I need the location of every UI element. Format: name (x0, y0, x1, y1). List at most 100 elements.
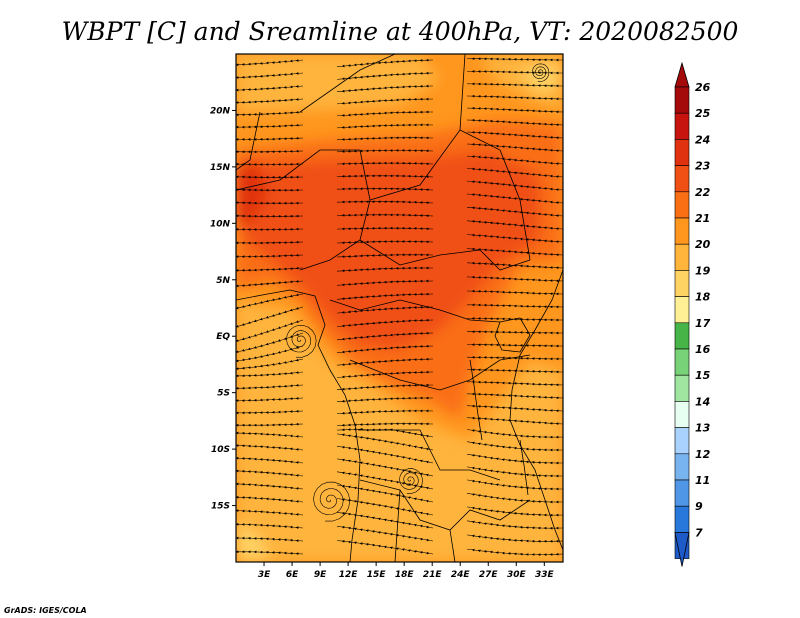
streamline (466, 155, 563, 165)
streamline (236, 174, 304, 179)
legend-swatch (674, 86, 690, 114)
wbpt-region-20-21-north (236, 54, 440, 112)
legend-label: 21 (695, 212, 710, 225)
streamline (336, 213, 434, 218)
streamline (466, 429, 563, 439)
streamline (466, 392, 563, 400)
streamline (336, 97, 434, 105)
streamline (236, 383, 304, 390)
streamlines (236, 57, 563, 556)
legend-label: 20 (695, 238, 711, 251)
streamline (336, 123, 434, 129)
streamline (236, 98, 304, 105)
x-tick-label: 12E (339, 570, 359, 580)
streamline (336, 226, 434, 231)
streamline (236, 481, 304, 490)
streamline (336, 422, 434, 427)
y-tick-label: 5S (217, 389, 230, 399)
legend-swatch (674, 322, 690, 350)
streamline (236, 149, 304, 154)
legend-swatch (674, 270, 690, 297)
streamline (336, 292, 434, 301)
legend-label: 25 (695, 107, 711, 120)
streamline (236, 468, 304, 477)
legend-label: 16 (695, 343, 711, 356)
streamline (236, 422, 304, 427)
legend-swatch (674, 348, 690, 376)
streamline (236, 522, 304, 529)
grads-credit: GrADS: IGES/COLA (4, 606, 87, 615)
streamline (336, 512, 434, 529)
streamline (236, 409, 304, 415)
streamline (466, 534, 563, 543)
streamline (236, 227, 304, 231)
streamline (466, 520, 563, 530)
streamline (236, 495, 304, 503)
legend-swatch (674, 296, 690, 324)
border-7 (329, 299, 501, 323)
streamline (236, 187, 304, 192)
streamline (466, 106, 563, 114)
legend-swatch (674, 427, 690, 455)
legend-swatch (674, 139, 690, 166)
legend-label: 11 (695, 474, 710, 487)
streamline (466, 466, 563, 478)
streamline (466, 289, 563, 296)
streamline (466, 479, 563, 491)
streamline (466, 167, 563, 178)
y-tick-label: 15S (211, 502, 230, 512)
legend-bottom-arrow (674, 532, 690, 567)
legend-label: 15 (695, 369, 711, 382)
border-8 (349, 354, 531, 391)
x-axis: 3E 6E 9E 12E 15E 18E 21E 24E 27E 30E 33E (258, 562, 554, 580)
streamline (236, 280, 304, 289)
border-1 (299, 54, 396, 113)
streamline (336, 279, 433, 287)
streamline (236, 266, 304, 272)
streamline (236, 72, 304, 80)
legend-label: 17 (695, 317, 711, 330)
legend-swatch (674, 374, 690, 402)
legend-label: 24 (695, 133, 710, 146)
streamline (236, 371, 304, 378)
lake-victoria (494, 317, 531, 353)
x-tick-label: 30E (507, 570, 527, 580)
streamline (236, 431, 304, 438)
y-axis: 20N 15N 10N 5N EQ 5S 10S 15S (210, 106, 236, 512)
legend-top-arrow (674, 61, 690, 88)
x-tick-label: 6E (286, 570, 299, 580)
streamline (467, 70, 563, 75)
streamline (466, 453, 563, 465)
legend-label: 23 (695, 160, 711, 173)
streamline-vortex (532, 63, 550, 82)
streamline (336, 187, 434, 192)
streamline (466, 180, 563, 191)
streamline (336, 409, 434, 415)
y-tick-label: 10S (211, 445, 230, 455)
border-11 (394, 489, 401, 562)
border-13 (236, 111, 261, 171)
streamline (336, 161, 434, 166)
coastline-west (236, 289, 361, 562)
legend-label: 9 (695, 500, 703, 513)
wbpt-region-23-24 (245, 150, 540, 350)
streamline (336, 200, 434, 205)
streamline (236, 136, 304, 141)
streamline-vortex (399, 468, 423, 494)
streamline (466, 380, 563, 387)
streamline (466, 416, 563, 426)
legend-swatch (674, 243, 690, 271)
border-2 (236, 149, 371, 201)
streamline-vortex (286, 325, 317, 358)
streamline (466, 303, 563, 309)
border-4 (299, 199, 371, 271)
y-tick-label: 15N (210, 163, 231, 173)
streamline (336, 383, 434, 391)
legend-label: 18 (695, 291, 711, 304)
streamline (466, 94, 563, 101)
streamline (466, 233, 563, 244)
border-12 (449, 529, 456, 562)
streamline (236, 293, 304, 315)
streamline (236, 213, 304, 218)
streamline (466, 143, 563, 153)
